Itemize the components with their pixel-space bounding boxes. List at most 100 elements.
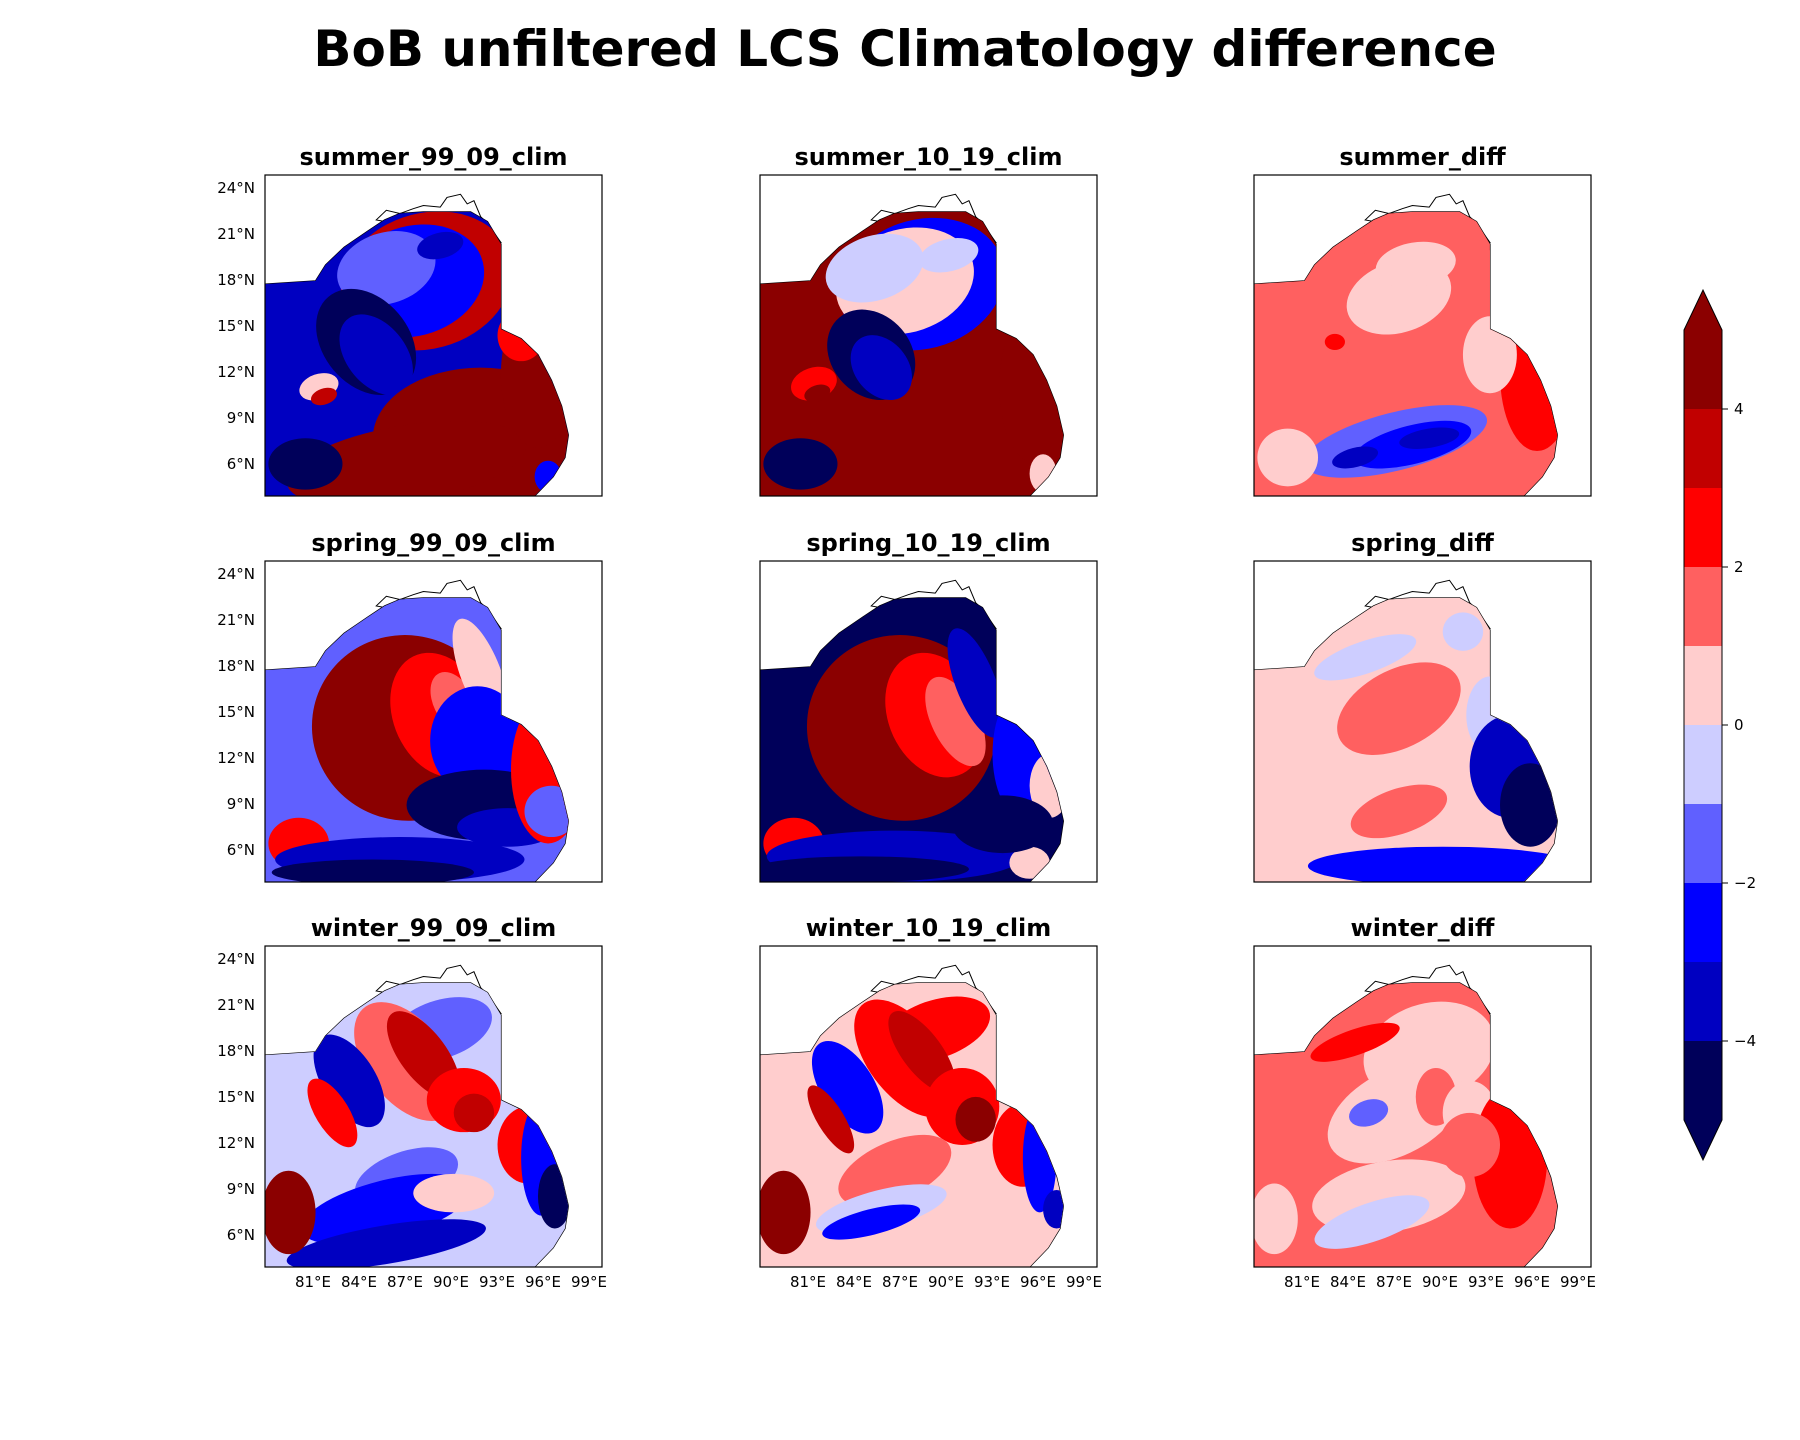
contour-fill xyxy=(760,856,969,882)
contour-fill xyxy=(1254,821,1298,879)
contour-fill xyxy=(417,231,464,260)
contour-fill xyxy=(268,438,343,490)
contour-fill xyxy=(952,795,1054,854)
colorbar-outline xyxy=(1683,288,1723,1162)
lon-tick-label: 81°E xyxy=(790,1273,826,1291)
map-frame xyxy=(264,560,603,883)
lon-tick-label: 84°E xyxy=(1330,1273,1366,1291)
contour-fill xyxy=(1332,446,1379,469)
colorbar-segment xyxy=(1684,488,1722,568)
colorbar-tick-label: 0 xyxy=(1734,716,1744,734)
contour-fill xyxy=(1439,1112,1501,1178)
contour-fill xyxy=(1324,333,1345,350)
contour-fill xyxy=(413,1173,495,1213)
contour-fill xyxy=(307,1078,358,1148)
colorbar-segment xyxy=(1684,409,1722,489)
contour-fill xyxy=(1462,316,1517,394)
panel-title: spring_99_09_clim xyxy=(311,529,555,557)
contour-fill xyxy=(265,1170,316,1255)
map-frame xyxy=(1253,174,1592,497)
contour-fill xyxy=(822,1204,921,1240)
contour-fill xyxy=(1310,1022,1400,1062)
lon-tick-label: 93°E xyxy=(479,1273,515,1291)
lon-tick-label: 90°E xyxy=(928,1273,964,1291)
colorbar-tick-label: 4 xyxy=(1734,400,1744,418)
lon-tick-label: 87°E xyxy=(387,1273,423,1291)
map-panel: summer_10_19_clim xyxy=(759,143,1098,497)
lat-tick-label: 21°N xyxy=(217,996,255,1014)
lat-tick-label: 12°N xyxy=(217,363,255,381)
lon-tick-label: 81°E xyxy=(1284,1273,1320,1291)
contour-fill xyxy=(955,1096,996,1142)
contour-fill xyxy=(1254,1183,1298,1255)
lon-tick-label: 99°E xyxy=(1560,1273,1596,1291)
contour-fill xyxy=(1043,1189,1064,1229)
lat-tick-label: 24°N xyxy=(217,565,255,583)
map-panel: spring_10_19_clim xyxy=(759,529,1098,883)
contour-fill xyxy=(1399,427,1460,449)
contour-fill xyxy=(1307,846,1558,882)
colorbar-tick-label: −4 xyxy=(1734,1032,1756,1050)
lat-tick-label: 6°N xyxy=(227,841,255,859)
map-panel: spring_99_09_clim 24°N 21°N 18°N 15°N 12°N 9°N… xyxy=(217,529,603,883)
panel-grid: summer_99_09_clim 24°N 21°N 18°N 15°N 12°N 9°N… xyxy=(217,143,1596,1291)
colorbar-extend-max xyxy=(1684,290,1722,330)
lon-tick-label: 90°E xyxy=(433,1273,469,1291)
map-frame xyxy=(759,945,1098,1268)
colorbar-segment xyxy=(1684,883,1722,963)
lat-tick-label: 12°N xyxy=(217,749,255,767)
colorbar-extend-min xyxy=(1684,1120,1722,1160)
lat-tick-label: 9°N xyxy=(227,409,255,427)
contour-fill xyxy=(760,1170,811,1255)
lon-tick-label: 87°E xyxy=(882,1273,918,1291)
lon-tick-label: 93°E xyxy=(1468,1273,1504,1291)
lat-tick-label: 15°N xyxy=(217,703,255,721)
map-frame xyxy=(759,560,1098,883)
map-panel: winter_10_19_clim 81°E 84°E 87°E 90°E 93°E 96°… xyxy=(759,914,1102,1291)
panel-title: winter_diff xyxy=(1351,914,1495,942)
contour-fill xyxy=(888,1010,956,1093)
lat-tick-label: 24°N xyxy=(217,179,255,197)
map-frame xyxy=(1253,560,1592,883)
map-panel: summer_diff xyxy=(1253,143,1592,497)
lon-tick-label: 99°E xyxy=(1066,1273,1102,1291)
map-panel: winter_99_09_clim 24°N 21°N 18°N 15°N 12°N 9°N… xyxy=(217,914,607,1291)
lat-tick-label: 21°N xyxy=(217,611,255,629)
map-frame xyxy=(1253,945,1592,1268)
map-panel: spring_diff xyxy=(1253,529,1592,883)
map-frame xyxy=(264,945,603,1268)
lon-tick-label: 84°E xyxy=(341,1273,377,1291)
lon-tick-label: 93°E xyxy=(974,1273,1010,1291)
panel-title: summer_99_09_clim xyxy=(300,143,568,171)
panel-title: spring_10_19_clim xyxy=(806,529,1050,557)
panel-title: winter_99_09_clim xyxy=(311,914,557,942)
lat-tick-label: 6°N xyxy=(227,455,255,473)
colorbar-segment xyxy=(1684,330,1722,410)
panel-title: summer_10_19_clim xyxy=(795,143,1063,171)
map-frame xyxy=(759,174,1098,497)
contour-fill xyxy=(337,231,436,306)
colorbar-segment xyxy=(1684,725,1722,805)
map-frame xyxy=(264,174,603,497)
contour-fill xyxy=(339,314,413,396)
contour-fill xyxy=(763,438,838,490)
contour-fill xyxy=(1350,784,1448,839)
contour-fill xyxy=(1349,1099,1389,1127)
contour-fill xyxy=(807,1085,855,1154)
contour-fill xyxy=(925,676,986,767)
contour-fill xyxy=(1500,763,1558,847)
contour-fill xyxy=(1337,662,1461,755)
lat-tick-label: 15°N xyxy=(217,317,255,335)
contour-fill xyxy=(919,238,979,273)
lon-tick-label: 99°E xyxy=(571,1273,607,1291)
contour-fill xyxy=(1442,612,1484,651)
map-panel: winter_diff 81°E 84°E 87°E 90°E 93°E 96°E 99°E xyxy=(1253,914,1596,1291)
lat-tick-label: 6°N xyxy=(227,1226,255,1244)
map-panel: summer_99_09_clim 24°N 21°N 18°N 15°N 12°N 9°N… xyxy=(217,143,603,497)
colorbar-tick-label: −2 xyxy=(1734,874,1756,892)
lon-tick-label: 90°E xyxy=(1422,1273,1458,1291)
contour-fill xyxy=(1314,634,1417,681)
lat-tick-label: 9°N xyxy=(227,795,255,813)
contour-fill xyxy=(1314,1195,1430,1249)
contour-fill xyxy=(286,1219,486,1267)
